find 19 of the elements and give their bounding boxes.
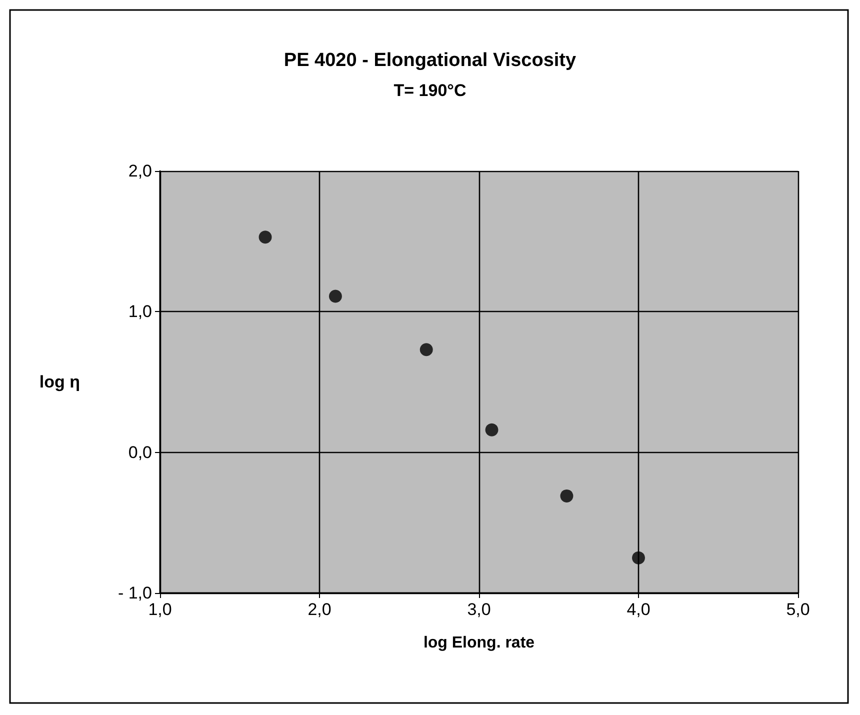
point bbox=[258, 230, 272, 244]
x-tick-label: 5,0 bbox=[786, 600, 810, 619]
x-tick-label: 1,0 bbox=[148, 600, 172, 619]
point bbox=[560, 489, 574, 502]
x-tick-label: 4,0 bbox=[626, 600, 650, 619]
y-tick-label: 2,0 bbox=[128, 162, 152, 180]
y-tick-label: 1,0 bbox=[128, 302, 152, 322]
y-axis-title: log η bbox=[39, 372, 80, 392]
chart-subtitle: T= 190°C bbox=[394, 81, 466, 100]
chart-title: PE 4020 - Elongational Viscosity bbox=[284, 50, 576, 71]
y-tick-label: 0,0 bbox=[128, 442, 152, 462]
x-tick-label: 2,0 bbox=[308, 600, 332, 619]
point bbox=[632, 551, 645, 564]
y-tick-label: - 1,0 bbox=[118, 584, 152, 602]
point bbox=[328, 290, 342, 303]
x-axis-title: log Elong. rate bbox=[423, 634, 535, 652]
x-tick-label: 3,0 bbox=[467, 600, 491, 619]
point bbox=[420, 343, 433, 356]
point bbox=[485, 423, 498, 436]
